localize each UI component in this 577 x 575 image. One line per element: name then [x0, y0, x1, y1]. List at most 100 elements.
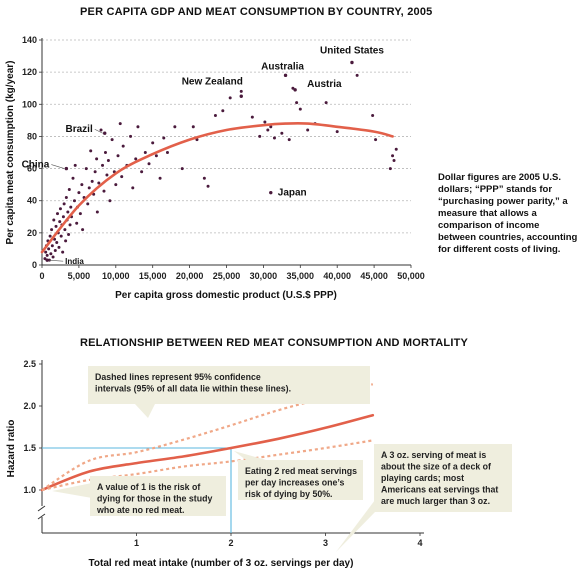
labeled-country-point: [103, 131, 107, 135]
x-axis-label: Total red meat intake (number of 3 oz. s…: [89, 558, 354, 569]
country-point: [58, 220, 62, 224]
country-point: [78, 212, 82, 216]
country-point: [110, 138, 114, 142]
y-tick-label: 2.5: [23, 359, 36, 369]
country-point: [173, 125, 177, 129]
callout-box: [90, 476, 226, 516]
x-tick-label: 15,000: [139, 271, 167, 281]
labeled-country-point: [283, 73, 288, 78]
country-point: [57, 245, 61, 249]
chart2-title: RELATIONSHIP BETWEEN RED MEAT CONSUMPTIO…: [80, 337, 469, 349]
x-tick-label: 50,000: [397, 271, 425, 281]
country-point: [92, 192, 96, 196]
callout-pointer: [135, 404, 155, 418]
country-point: [62, 202, 66, 206]
country-point: [269, 125, 273, 129]
country-label: India: [65, 257, 84, 266]
country-point: [71, 176, 75, 180]
callout-text-line: playing cards; most: [381, 473, 464, 483]
country-point: [116, 154, 120, 158]
country-point: [89, 149, 93, 153]
country-point: [263, 120, 267, 124]
callout-box: [88, 366, 370, 404]
country-point: [72, 199, 76, 203]
country-point: [151, 141, 155, 145]
country-point: [131, 186, 135, 190]
y-tick-label: 1.5: [23, 443, 36, 453]
country-point: [120, 175, 124, 179]
x-tick-label: 20,000: [176, 271, 204, 281]
country-point: [394, 147, 398, 151]
country-label: Japan: [278, 188, 307, 199]
country-point: [266, 128, 270, 132]
label-leader-line: [51, 164, 65, 169]
country-point: [61, 215, 65, 219]
y-tick-label: 2.0: [23, 401, 36, 411]
country-point: [95, 157, 99, 161]
gdp-meat-scatter-chart: 0 20 40 60 80 100 120 140 0 5,000 10,000 15,000 20,0…: [5, 35, 425, 301]
hazard-ratio-line: [40, 413, 375, 492]
country-point: [392, 159, 396, 163]
country-point: [134, 157, 138, 161]
axis-break-gap: [38, 509, 46, 516]
callout-pointer: [52, 483, 92, 498]
y-tick-label: 20: [27, 228, 37, 238]
y-tick-label: 1.0: [23, 485, 36, 495]
country-point: [48, 234, 52, 238]
red-meat-mortality-chart: 1.0 1.5 2.0 2.5 1 2 3 4 Total red meat intake (n…: [6, 359, 512, 569]
y-tick-label: 0: [32, 260, 37, 270]
country-point: [54, 224, 58, 228]
country-point: [55, 212, 59, 216]
x-tick-label: 5,000: [68, 271, 91, 281]
country-point: [59, 234, 63, 238]
country-point: [53, 249, 57, 253]
country-point: [287, 138, 291, 142]
callout-pointer: [234, 451, 266, 460]
country-point: [61, 250, 65, 254]
country-point: [140, 170, 144, 174]
country-point: [50, 228, 54, 232]
labeled-country-point: [45, 258, 49, 262]
country-point: [391, 154, 395, 158]
x-tick-label: 0: [39, 271, 44, 281]
country-point: [180, 167, 184, 171]
country-point: [58, 207, 62, 211]
country-point: [147, 162, 151, 166]
x-tick-label: 4: [417, 538, 422, 548]
callout-text-line: intervals (95% of all data lie within th…: [95, 384, 291, 394]
country-point: [81, 228, 85, 232]
country-point: [49, 252, 53, 256]
trend-curve: [40, 121, 394, 254]
country-label: United States: [320, 46, 384, 57]
callout-text-line: who ate no red meat.: [96, 505, 185, 515]
country-point: [306, 128, 310, 132]
country-point: [355, 73, 359, 77]
country-point: [97, 181, 101, 185]
x-tick-label: 3: [323, 538, 328, 548]
callout-text-line: dying for those in the study: [97, 494, 212, 504]
country-point: [45, 253, 49, 257]
country-point: [136, 125, 140, 129]
labeled-country-point: [64, 166, 69, 171]
country-point: [221, 109, 225, 113]
country-point: [66, 210, 70, 214]
x-tick-label: 30,000: [250, 271, 278, 281]
country-point: [121, 144, 125, 148]
y-axis-label: Per capita meat consumption (kg/year): [5, 61, 16, 245]
labeled-country-point: [350, 60, 354, 65]
country-point: [298, 107, 302, 111]
country-point: [162, 136, 166, 140]
country-point: [106, 159, 110, 163]
country-point: [69, 205, 73, 209]
country-point: [68, 223, 72, 227]
country-point: [324, 101, 328, 105]
country-point: [105, 173, 109, 177]
x-tick-label: 40,000: [323, 271, 351, 281]
country-point: [102, 189, 106, 193]
country-point: [388, 167, 392, 171]
country-point: [64, 196, 68, 199]
country-label: Australia: [261, 61, 304, 72]
country-point: [47, 247, 51, 251]
country-point: [371, 114, 375, 118]
x-tick-label: 10,000: [102, 271, 130, 281]
